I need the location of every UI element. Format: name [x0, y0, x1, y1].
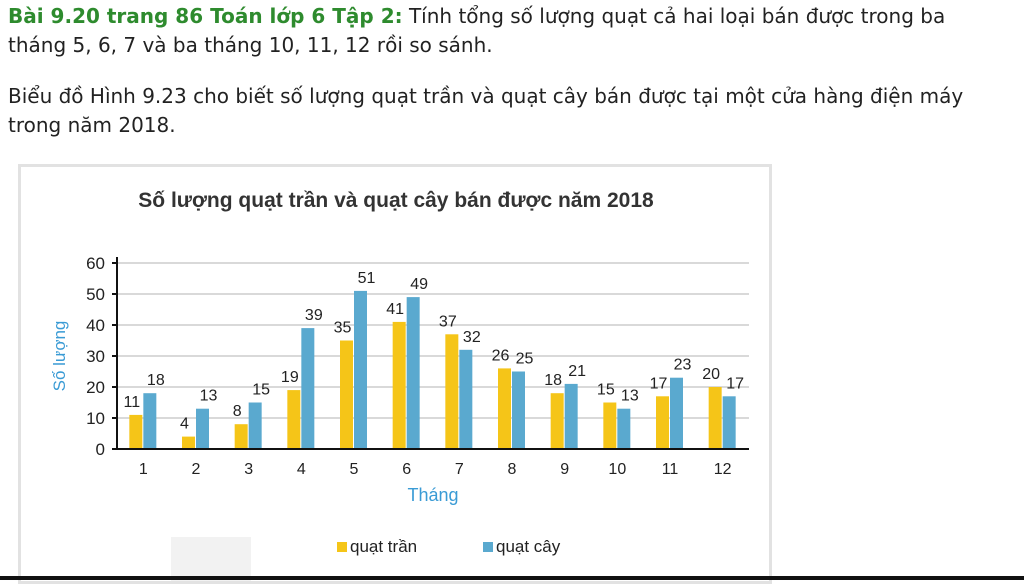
y-tick-label: 20	[86, 378, 105, 397]
bar-quat-cay	[196, 408, 209, 449]
legend-label: quạt trần	[350, 537, 417, 556]
bar-quat-cay	[564, 383, 578, 449]
bar-quat-tran	[234, 424, 248, 449]
bar-quat-cay	[143, 393, 157, 449]
x-axis-label: Tháng	[407, 485, 458, 505]
data-label: 17	[650, 375, 668, 392]
data-label: 8	[233, 403, 242, 420]
bar-quat-cay	[301, 328, 315, 449]
data-label: 4	[180, 416, 189, 433]
x-tick-label: 10	[608, 461, 626, 478]
x-tick-label: 4	[297, 461, 306, 478]
y-axis-label: Số lượng	[50, 321, 69, 392]
exercise-question-text: Tính tổng số lượng quạt cả hai loại bán …	[8, 4, 946, 57]
x-tick-label: 12	[714, 461, 732, 478]
chart-title: Số lượng quạt trần và quạt cây bán được …	[138, 189, 654, 212]
bar-quat-cay	[354, 290, 367, 449]
y-tick-label: 30	[86, 347, 105, 366]
data-label: 35	[334, 320, 352, 337]
data-label: 17	[726, 375, 744, 392]
bar-quat-cay	[670, 377, 683, 449]
bar-quat-tran	[445, 334, 459, 449]
data-label: 39	[305, 307, 323, 324]
bar-quat-cay	[248, 402, 262, 449]
data-label: 19	[281, 369, 299, 386]
y-tick-label: 60	[86, 254, 105, 273]
data-label: 13	[621, 388, 639, 405]
data-label: 41	[386, 301, 404, 318]
bar-quat-tran	[129, 414, 143, 449]
bar-quat-cay	[406, 297, 420, 449]
x-tick-label: 8	[508, 461, 517, 478]
x-tick-label: 5	[350, 461, 359, 478]
bar-quat-cay	[459, 349, 473, 449]
bar-quat-tran	[498, 368, 511, 449]
data-label: 32	[463, 329, 481, 346]
x-tick-label: 2	[192, 461, 201, 478]
data-labels: 11 18 4 13 8 15 19 39 35 51 41 49 37 32 26 25 18 21 15 13 17…	[124, 270, 745, 433]
x-tick-label: 1	[139, 461, 148, 478]
data-label: 26	[492, 347, 510, 364]
x-tick-label: 3	[244, 461, 253, 478]
bar-quat-tran	[340, 340, 353, 449]
page-bottom-rule	[0, 576, 1024, 580]
x-tick-labels: 1 2 3 4 5 6 7 8 9 10 11 12	[139, 461, 732, 478]
bar-quat-tran	[287, 390, 301, 449]
grid-lines	[112, 262, 749, 450]
bar-quat-tran	[550, 393, 564, 449]
legend-swatch	[337, 542, 347, 552]
watermark-shape	[171, 537, 251, 581]
legend-swatch	[483, 542, 493, 552]
data-label: 18	[544, 372, 562, 389]
x-tick-label: 9	[560, 461, 569, 478]
data-label: 11	[124, 394, 141, 411]
exercise-question: Bài 9.20 trang 86 Toán lớp 6 Tập 2: Tính…	[8, 2, 968, 60]
bar-quat-cay	[512, 371, 525, 449]
bar-quat-tran	[603, 402, 617, 449]
y-tick-label: 50	[86, 285, 105, 304]
data-label: 25	[516, 351, 534, 368]
x-tick-label: 11	[662, 461, 679, 478]
exercise-heading: Bài 9.20 trang 86 Toán lớp 6 Tập 2:	[8, 4, 403, 28]
bar-chart: Số lượng quạt trần và quạt cây bán được …	[50, 189, 749, 581]
legend-label: quạt cây	[496, 537, 561, 556]
exercise-context: Biểu đồ Hình 9.23 cho biết số lượng quạt…	[8, 84, 964, 137]
legend: quạt trần quạt cây	[337, 537, 561, 556]
data-label: 51	[358, 270, 376, 287]
data-label: 15	[252, 382, 270, 399]
bars	[129, 290, 736, 449]
x-tick-label: 6	[402, 461, 411, 478]
chart-figure: Số lượng quạt trần và quạt cây bán được …	[18, 164, 772, 584]
data-label: 15	[597, 382, 615, 399]
y-tick-label: 10	[86, 409, 105, 428]
data-label: 37	[439, 313, 457, 330]
y-tick-label: 40	[86, 316, 105, 335]
data-label: 49	[410, 276, 428, 293]
data-label: 13	[200, 388, 218, 405]
bar-quat-tran	[708, 387, 722, 449]
data-label: 23	[674, 357, 692, 374]
bar-quat-tran	[656, 396, 669, 449]
y-tick-label: 0	[96, 440, 105, 459]
bar-quat-tran	[182, 436, 195, 449]
bar-quat-cay	[617, 408, 631, 449]
data-label: 21	[568, 363, 586, 380]
x-tick-label: 7	[455, 461, 464, 478]
bar-quat-cay	[722, 396, 736, 449]
bar-quat-tran	[392, 321, 406, 449]
y-tick-labels: 0 10 20 30 40 50 60	[86, 254, 105, 459]
data-label: 18	[147, 372, 165, 389]
data-label: 20	[702, 366, 720, 383]
